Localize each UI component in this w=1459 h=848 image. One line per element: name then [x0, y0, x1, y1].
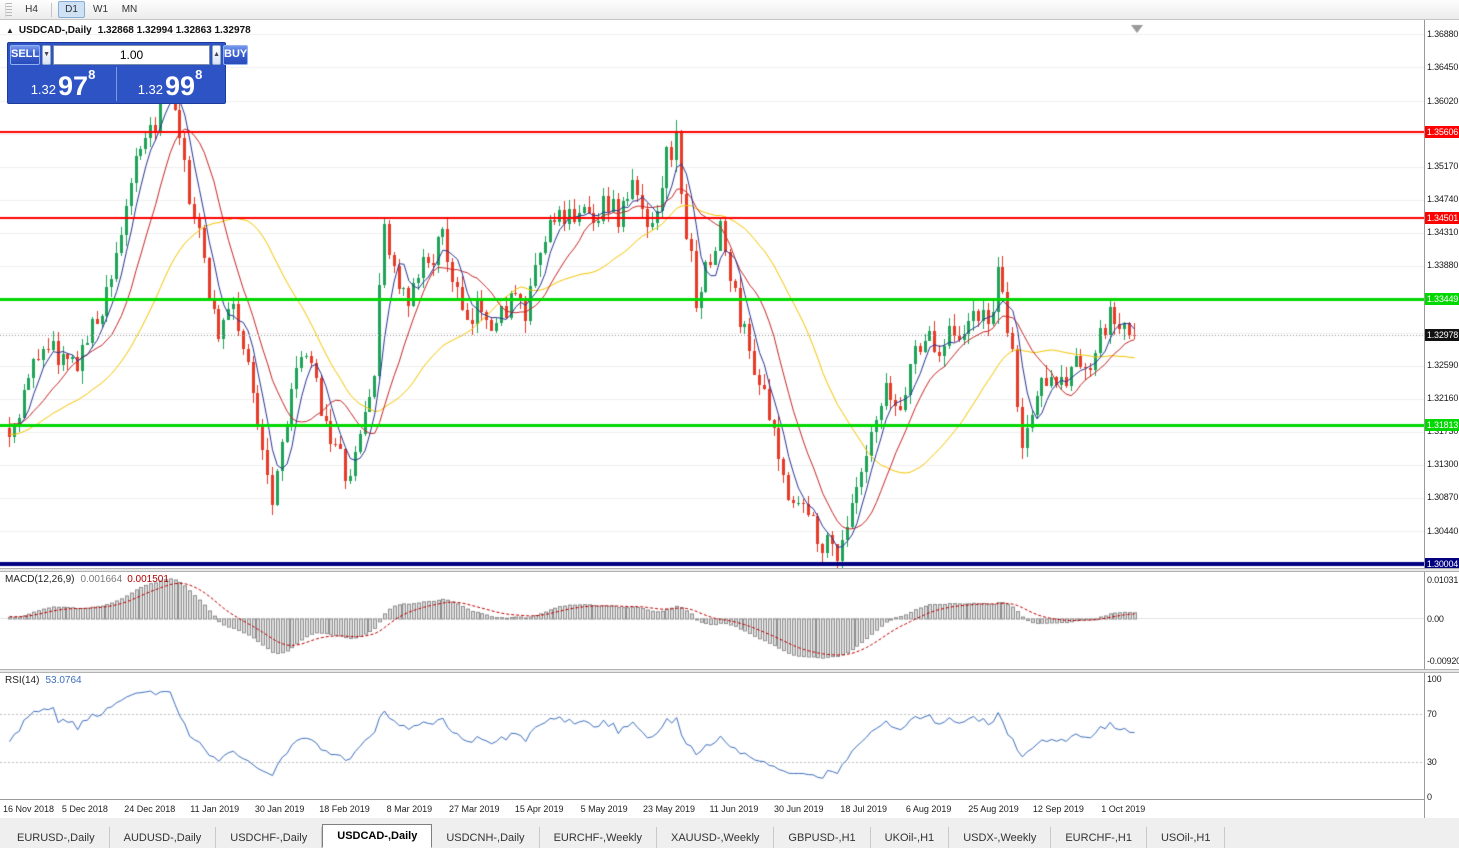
- date-label: 8 Mar 2019: [386, 804, 433, 814]
- volume-decrease-button[interactable]: ▼: [42, 45, 52, 65]
- macd-axis-label: -0.00920: [1427, 656, 1459, 666]
- rsi-axis-label: 0: [1427, 792, 1432, 802]
- rsi-axis-label: 30: [1427, 756, 1437, 767]
- timeframe-button-h4[interactable]: H4: [25, 4, 38, 15]
- sell-price-display[interactable]: 1.32 97 8: [10, 67, 117, 101]
- price-tick-label: 1.33880: [1427, 260, 1459, 271]
- hline-price-tag: 1.33449: [1425, 292, 1459, 305]
- timeframe-toolbar: H4 D1 W1 MN: [0, 0, 1459, 20]
- rsi-axis-label: 70: [1427, 709, 1437, 720]
- chart-tab-usdcnh-daily[interactable]: USDCNH-,Daily: [432, 827, 540, 848]
- buy-button[interactable]: BUY: [223, 45, 249, 65]
- macd-axis-label: 0.01031: [1427, 575, 1459, 585]
- price-tick-label: 1.34740: [1427, 194, 1459, 205]
- rsi-canvas[interactable]: [0, 673, 1424, 799]
- price-tick-label: 1.32590: [1427, 359, 1459, 370]
- hline-price-tag: 1.34501: [1425, 211, 1459, 224]
- price-tick-label: 1.30870: [1427, 492, 1459, 503]
- price-tick-label: 1.31730: [1427, 426, 1459, 437]
- price-tick-label: 1.36450: [1427, 62, 1459, 73]
- hline-price-tag: 1.31813: [1425, 418, 1459, 431]
- date-label: 30 Jun 2019: [774, 804, 824, 814]
- hline-price-tag: 1.30004: [1425, 558, 1459, 571]
- chart-tab-bar: EURUSD-,Daily AUDUSD-,Daily USDCHF-,Daily U…: [0, 818, 1459, 848]
- timeframe-button-d1[interactable]: D1: [58, 1, 85, 18]
- one-click-collapse-icon[interactable]: ▲: [6, 26, 14, 35]
- toolbar-grip[interactable]: [5, 2, 12, 17]
- hline-price-tag: 1.35606: [1425, 126, 1459, 139]
- chart-title: ▲ USDCAD-,Daily 1.32868 1.32994 1.32863 …: [6, 25, 251, 36]
- date-label: 18 Jul 2019: [840, 804, 887, 814]
- chart-tab-xauusd-weekly[interactable]: XAUUSD-,Weekly: [657, 827, 775, 848]
- macd-pane: MACD(12,26,9) 0.001664 0.001501: [0, 572, 1424, 669]
- chart-tab-ukoil-h1[interactable]: UKOil-,H1: [871, 827, 950, 848]
- date-label: 15 Apr 2019: [514, 804, 564, 814]
- date-label: 16 Nov 2018: [3, 804, 55, 814]
- timeframe-button-w1[interactable]: W1: [93, 4, 108, 15]
- price-axis: 1.36880 1.36450 1.36020 1.35170 1.34740 1.343…: [1424, 20, 1459, 818]
- main-chart-canvas[interactable]: [0, 20, 1424, 568]
- sell-button[interactable]: SELL: [10, 45, 41, 65]
- price-tick-label: 1.32160: [1427, 393, 1459, 404]
- rsi-axis-label: 100: [1427, 674, 1442, 684]
- toolbar-separator: [51, 2, 52, 17]
- date-label: 27 Mar 2019: [449, 804, 500, 814]
- date-label: 23 May 2019: [642, 804, 696, 814]
- date-label: 6 Aug 2019: [905, 804, 952, 814]
- price-tick-label: 1.36880: [1427, 29, 1459, 40]
- date-label: 30 Jan 2019: [254, 804, 305, 814]
- chart-symbol-period: USDCAD-,Daily: [18, 25, 92, 36]
- chart-tab-usdx-weekly[interactable]: USDX-,Weekly: [949, 827, 1052, 848]
- chart-tab-eurchf-weekly[interactable]: EURCHF-,Weekly: [540, 827, 657, 848]
- macd-canvas[interactable]: [0, 572, 1424, 669]
- price-tick-label: 1.31300: [1427, 459, 1459, 470]
- date-axis: 16 Nov 2018 5 Dec 2018 24 Dec 2018 11 Jan 2…: [0, 799, 1424, 818]
- date-label: 11 Jun 2019: [709, 804, 759, 814]
- main-chart-pane: ▲ USDCAD-,Daily 1.32868 1.32994 1.32863 …: [0, 20, 1424, 568]
- chart-ohlc-values: 1.32868 1.32994 1.32863 1.32978: [97, 25, 251, 36]
- pane-splitter[interactable]: [0, 568, 1459, 572]
- price-tick-label: 1.35170: [1427, 161, 1459, 172]
- chart-tab-usoil-h1[interactable]: USOil-,H1: [1147, 827, 1226, 848]
- date-label: 12 Sep 2019: [1032, 804, 1084, 814]
- date-label: 5 May 2019: [580, 804, 628, 814]
- current-price-tag: 1.32978: [1425, 329, 1459, 341]
- chart-tab-eurusd-daily[interactable]: EURUSD-,Daily: [3, 827, 110, 848]
- price-tick-label: 1.30440: [1427, 525, 1459, 536]
- date-label: 18 Feb 2019: [319, 804, 370, 814]
- date-label: 25 Aug 2019: [968, 804, 1019, 814]
- timeframe-buttons: H4 D1 W1 MN: [17, 1, 144, 18]
- timeframe-button-mn[interactable]: MN: [121, 4, 138, 15]
- chart-tab-eurchf-h1[interactable]: EURCHF-,H1: [1051, 827, 1147, 848]
- chart-tab-usdcad-daily[interactable]: USDCAD-,Daily: [322, 824, 433, 848]
- volume-input[interactable]: [53, 45, 211, 65]
- date-label: 1 Oct 2019: [1101, 804, 1146, 814]
- chart-tab-usdchf-daily[interactable]: USDCHF-,Daily: [216, 827, 323, 848]
- macd-axis-label: 0.00: [1427, 613, 1444, 624]
- buy-price-display[interactable]: 1.32 99 8: [137, 67, 203, 101]
- price-tick-label: 1.36020: [1427, 95, 1459, 106]
- date-label: 5 Dec 2018: [61, 804, 108, 814]
- rsi-label: RSI(14) 53.0764: [5, 675, 82, 686]
- chart-tab-gbpusd-h1[interactable]: GBPUSD-,H1: [774, 827, 871, 848]
- rsi-pane: RSI(14) 53.0764: [0, 673, 1424, 799]
- pane-splitter[interactable]: [0, 669, 1459, 673]
- volume-increase-button[interactable]: ▲: [212, 45, 221, 65]
- price-tick-label: 1.34310: [1427, 227, 1459, 238]
- macd-label: MACD(12,26,9) 0.001664 0.001501: [5, 574, 169, 585]
- date-label: 24 Dec 2018: [124, 804, 176, 814]
- chart-tab-audusd-daily[interactable]: AUDUSD-,Daily: [110, 827, 217, 848]
- chart-window: ▲ USDCAD-,Daily 1.32868 1.32994 1.32863 …: [0, 20, 1459, 818]
- date-label: 11 Jan 2019: [190, 804, 240, 814]
- chart-tabs: EURUSD-,Daily AUDUSD-,Daily USDCHF-,Daily U…: [0, 824, 1459, 848]
